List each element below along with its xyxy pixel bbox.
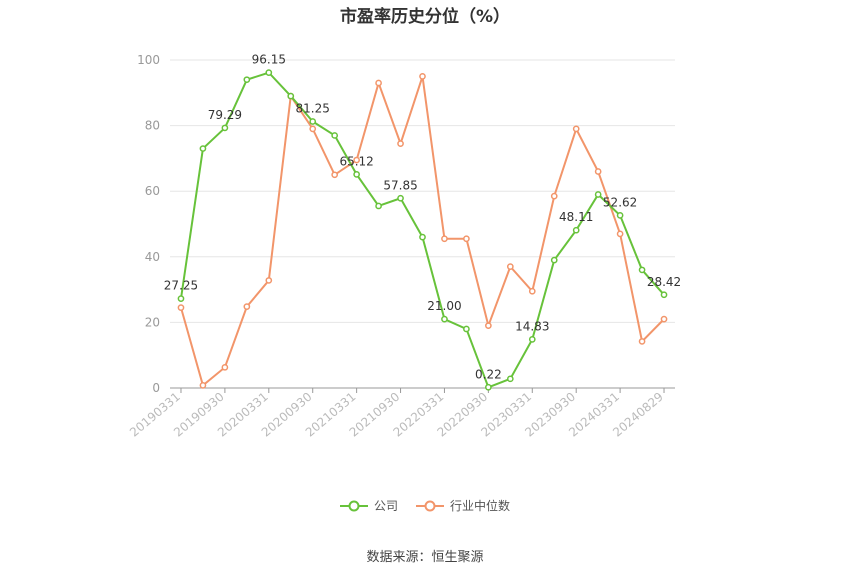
data-point [309,125,317,133]
data-label: 57.85 [383,178,417,192]
data-point [375,202,382,210]
data-point [221,363,229,371]
data-point [660,315,668,323]
data-point [419,73,426,80]
y-tick-label: 40 [145,250,160,264]
data-point [265,69,273,76]
data-point [528,336,536,343]
data-point [616,230,624,238]
data-point [287,92,295,100]
data-point [199,145,207,152]
data-point [638,266,646,274]
data-point [309,118,317,125]
data-point [506,375,514,383]
data-point [594,168,602,175]
data-point [353,156,360,164]
data-point [572,226,580,234]
data-point [463,325,470,333]
data-label: 96.15 [252,53,286,67]
data-point [616,212,624,219]
data-point [485,322,492,330]
data-label: 0.22 [475,367,502,381]
legend-item-industry-median[interactable]: 行业中位数 [416,497,510,514]
data-point [177,295,185,302]
data-point [221,124,229,132]
data-point [485,383,492,391]
data-point [638,338,646,345]
data-label: 48.11 [559,210,593,224]
data-point [331,171,339,179]
data-point [243,303,251,311]
data-point [463,235,470,243]
data-point [243,76,251,84]
data-source-note: 数据来源：恒生聚源 [366,550,484,565]
data-point [177,304,185,311]
data-label: 65.12 [339,154,373,168]
data-label: 79.29 [208,108,242,122]
series-line-0 [179,71,665,389]
legend-label-company: 公司 [373,499,398,513]
y-tick-label: 20 [145,315,160,329]
legend-item-company[interactable]: 公司 [339,497,398,514]
chart-title: 市盈率历史分位（%） [339,7,511,27]
legend-label-industry-median: 行业中位数 [450,499,511,513]
y-tick-label: 60 [145,184,160,198]
data-label: 52.62 [603,195,637,209]
data-point [528,287,536,295]
data-point [375,79,382,87]
data-label: 81.25 [296,102,330,116]
data-point [550,192,558,200]
data-point [353,171,360,178]
data-point [594,191,602,198]
data-label: 14.83 [515,319,549,333]
data-point [265,277,273,284]
data-point [441,315,448,323]
chart-legend: 公司 行业中位数 [0,497,850,514]
y-tick-label: 100 [137,53,160,67]
data-label: 27.25 [164,279,198,293]
data-point [572,125,580,133]
data-point [419,233,426,241]
data-point [397,140,404,147]
series-line-1 [180,76,665,388]
data-label: 28.42 [647,275,681,289]
data-label: 21.00 [427,299,461,313]
data-point [660,291,668,299]
data-point [441,235,448,243]
y-tick-label: 0 [152,381,160,395]
data-point [199,382,207,389]
y-tick-label: 80 [145,119,160,133]
data-point [506,263,514,270]
data-point [331,132,339,139]
data-point [397,194,404,202]
data-point [550,256,558,264]
